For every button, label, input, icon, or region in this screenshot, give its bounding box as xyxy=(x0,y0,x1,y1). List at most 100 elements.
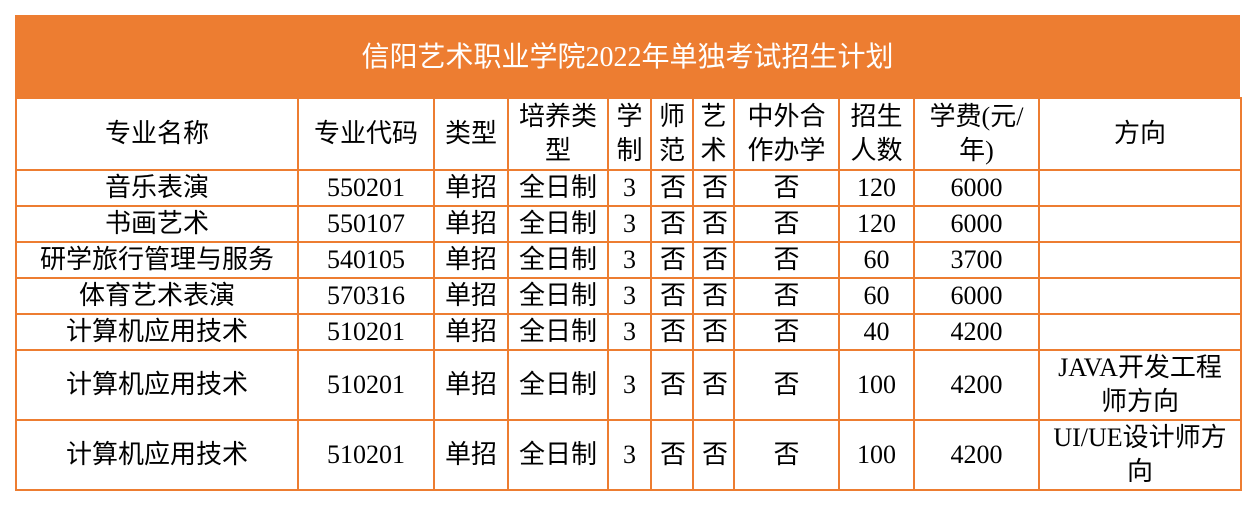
table-cell: 单招 xyxy=(433,419,509,491)
table-title: 信阳艺术职业学院2022年单独考试招生计划 xyxy=(15,15,1240,97)
table-cell: 否 xyxy=(733,419,840,491)
table-cell: 否 xyxy=(692,205,735,243)
table-cell: 单招 xyxy=(433,241,509,279)
table-cell: 550107 xyxy=(297,205,435,243)
table-cell: 全日制 xyxy=(507,169,609,207)
table-container: 信阳艺术职业学院2022年单独考试招生计划 专业名称 专业代码 类型 培养类型 学制 师范… xyxy=(15,15,1242,491)
table-cell: 否 xyxy=(650,241,694,279)
header-cell: 培养类型 xyxy=(507,97,609,171)
header-cell: 学费(元/年) xyxy=(913,97,1040,171)
table-cell: 否 xyxy=(650,313,694,351)
table-cell: 计算机应用技术 xyxy=(15,349,299,421)
table-cell: 否 xyxy=(650,277,694,315)
table-cell: UI/UE设计师方向 xyxy=(1038,419,1242,491)
table-cell: 全日制 xyxy=(507,313,609,351)
header-cell: 专业代码 xyxy=(297,97,435,171)
table-cell: 6000 xyxy=(913,205,1040,243)
table-cell: 570316 xyxy=(297,277,435,315)
table-cell: 否 xyxy=(692,277,735,315)
table-cell: 4200 xyxy=(913,419,1040,491)
table-cell: 研学旅行管理与服务 xyxy=(15,241,299,279)
table-cell: 3 xyxy=(607,277,652,315)
table-row: 音乐表演 550201 单招 全日制 3 否否否 120 6000 xyxy=(15,169,1242,207)
table-cell: 3700 xyxy=(913,241,1040,279)
table-cell: 否 xyxy=(692,313,735,351)
table: 专业名称 专业代码 类型 培养类型 学制 师范 艺术 中外合作办学 招生人数 学费(元/年) 方向 … xyxy=(15,97,1242,491)
table-cell: 书画艺术 xyxy=(15,205,299,243)
table-cell: 否 xyxy=(650,419,694,491)
table-cell: 单招 xyxy=(433,349,509,421)
table-cell: 全日制 xyxy=(507,205,609,243)
table-cell: 否 xyxy=(692,349,735,421)
table-cell: 全日制 xyxy=(507,277,609,315)
table-cell: 否 xyxy=(733,349,840,421)
table-cell: JAVA开发工程师方向 xyxy=(1038,349,1242,421)
table-cell: 3 xyxy=(607,169,652,207)
table-cell xyxy=(1038,313,1242,351)
table-cell: 否 xyxy=(692,419,735,491)
table-cell xyxy=(1038,169,1242,207)
table-cell: 否 xyxy=(692,241,735,279)
table-cell: 40 xyxy=(838,313,915,351)
table-cell xyxy=(1038,205,1242,243)
table-cell: 6000 xyxy=(913,169,1040,207)
table-cell: 单招 xyxy=(433,205,509,243)
header-cell: 艺术 xyxy=(692,97,735,171)
header-cell: 师范 xyxy=(650,97,694,171)
table-cell: 3 xyxy=(607,205,652,243)
table-body: 音乐表演 550201 单招 全日制 3 否否否 120 6000 书画艺术 550107 单招 全日… xyxy=(15,169,1242,491)
table-cell xyxy=(1038,277,1242,315)
table-cell: 否 xyxy=(733,313,840,351)
table-row: 书画艺术 550107 单招 全日制 3 否否否 120 6000 xyxy=(15,205,1242,243)
table-cell: 120 xyxy=(838,205,915,243)
table-cell: 单招 xyxy=(433,313,509,351)
table-cell: 6000 xyxy=(913,277,1040,315)
table-cell: 3 xyxy=(607,349,652,421)
table-cell: 否 xyxy=(733,205,840,243)
table-cell: 否 xyxy=(733,169,840,207)
table-cell: 550201 xyxy=(297,169,435,207)
table-cell: 否 xyxy=(650,205,694,243)
table-cell: 3 xyxy=(607,313,652,351)
table-row: 计算机应用技术 510201 单招 全日制 3 否否否 40 4200 xyxy=(15,313,1242,351)
table-cell: 60 xyxy=(838,277,915,315)
table-cell: 体育艺术表演 xyxy=(15,277,299,315)
table-cell: 否 xyxy=(650,349,694,421)
table-cell: 计算机应用技术 xyxy=(15,313,299,351)
table-cell: 4200 xyxy=(913,349,1040,421)
table-cell: 60 xyxy=(838,241,915,279)
table-header: 专业名称 专业代码 类型 培养类型 学制 师范 艺术 中外合作办学 招生人数 学费(元/年) 方向 xyxy=(15,97,1242,171)
table-row: 计算机应用技术 510201 单招 全日制 3 否否否 100 4200 JAVA开发工程师方向 xyxy=(15,349,1242,421)
table-cell xyxy=(1038,241,1242,279)
table-cell: 4200 xyxy=(913,313,1040,351)
header-cell: 类型 xyxy=(433,97,509,171)
header-cell: 招生人数 xyxy=(838,97,915,171)
table-cell: 计算机应用技术 xyxy=(15,419,299,491)
header-cell: 专业名称 xyxy=(15,97,299,171)
table-row: 体育艺术表演 570316 单招 全日制 3 否否否 60 6000 xyxy=(15,277,1242,315)
header-cell: 方向 xyxy=(1038,97,1242,171)
table-cell: 120 xyxy=(838,169,915,207)
table-cell: 全日制 xyxy=(507,241,609,279)
table-cell: 否 xyxy=(733,241,840,279)
table-cell: 全日制 xyxy=(507,419,609,491)
table-cell: 3 xyxy=(607,241,652,279)
table-cell: 否 xyxy=(692,169,735,207)
table-cell: 540105 xyxy=(297,241,435,279)
table-cell: 100 xyxy=(838,419,915,491)
header-cell: 中外合作办学 xyxy=(733,97,840,171)
table-cell: 510201 xyxy=(297,349,435,421)
header-row: 专业名称 专业代码 类型 培养类型 学制 师范 艺术 中外合作办学 招生人数 学费(元/年) 方向 xyxy=(15,97,1242,171)
table-cell: 单招 xyxy=(433,169,509,207)
table-cell: 3 xyxy=(607,419,652,491)
table-row: 计算机应用技术 510201 单招 全日制 3 否否否 100 4200 UI/UE设计师方向 xyxy=(15,419,1242,491)
table-cell: 全日制 xyxy=(507,349,609,421)
table-cell: 音乐表演 xyxy=(15,169,299,207)
table-row: 研学旅行管理与服务 540105 单招 全日制 3 否否否 60 3700 xyxy=(15,241,1242,279)
table-cell: 100 xyxy=(838,349,915,421)
table-cell: 否 xyxy=(650,169,694,207)
table-cell: 510201 xyxy=(297,419,435,491)
table-cell: 单招 xyxy=(433,277,509,315)
table-cell: 510201 xyxy=(297,313,435,351)
